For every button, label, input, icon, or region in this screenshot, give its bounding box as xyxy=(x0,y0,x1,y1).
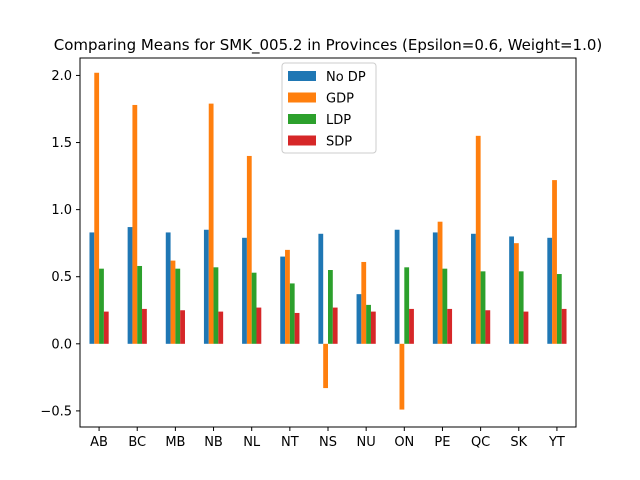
bar-ldp-yt xyxy=(556,274,562,344)
bar-no-dp-nt xyxy=(280,256,286,344)
bar-ldp-pe xyxy=(442,268,448,344)
x-tick-label: PE xyxy=(434,435,450,450)
bar-sdp-bc xyxy=(142,308,147,344)
bar-sdp-mb xyxy=(180,310,185,344)
bar-no-dp-bc xyxy=(127,227,133,344)
legend-swatch xyxy=(288,114,316,124)
bar-sdp-ns xyxy=(332,307,338,344)
bar-ldp-ab xyxy=(99,268,104,344)
bar-gdp-ab xyxy=(94,72,100,344)
bar-gdp-nl xyxy=(246,155,252,344)
bar-gdp-ns xyxy=(323,343,328,389)
x-tick-label: QC xyxy=(471,435,490,450)
legend-label: LDP xyxy=(326,113,351,128)
bar-no-dp-qc xyxy=(471,233,476,344)
bar-no-dp-nb xyxy=(203,229,209,344)
bar-ldp-nl xyxy=(251,272,257,344)
bar-ldp-ns xyxy=(328,270,333,344)
bar-sdp-nt xyxy=(294,312,300,344)
y-tick-label: 0.0 xyxy=(51,337,72,352)
bar-ldp-sk xyxy=(518,271,524,344)
x-tick-label: NL xyxy=(243,435,261,450)
bar-no-dp-yt xyxy=(547,237,553,344)
bar-gdp-nt xyxy=(285,249,290,344)
bar-no-dp-mb xyxy=(165,232,171,344)
legend-swatch xyxy=(288,92,316,103)
y-tick-label: 0.5 xyxy=(51,270,72,285)
y-tick-label: 2.0 xyxy=(51,69,72,84)
x-tick-label: NU xyxy=(357,435,376,450)
bar-sdp-yt xyxy=(561,308,567,344)
plot-bars xyxy=(89,72,567,410)
bar-gdp-on xyxy=(399,343,405,410)
legend-label: GDP xyxy=(326,92,354,107)
bar-sdp-nu xyxy=(370,311,376,344)
bar-sdp-sk xyxy=(523,311,529,344)
x-tick-label: AB xyxy=(90,435,108,450)
bar-gdp-mb xyxy=(170,260,176,344)
bar-no-dp-on xyxy=(394,229,400,344)
y-tick-label: 1.0 xyxy=(51,203,72,218)
x-tick-label: NT xyxy=(281,435,299,450)
x-tick-label: BC xyxy=(128,435,146,450)
bar-sdp-pe xyxy=(447,308,453,344)
bar-no-dp-ab xyxy=(89,232,95,344)
bar-no-dp-pe xyxy=(432,232,438,344)
bar-no-dp-sk xyxy=(509,236,514,344)
bar-sdp-on xyxy=(409,308,414,344)
x-tick-label: ON xyxy=(394,435,414,450)
bar-gdp-yt xyxy=(552,180,557,344)
x-tick-label: MB xyxy=(165,435,185,450)
legend-box xyxy=(281,62,377,154)
legend-label: SDP xyxy=(326,135,352,150)
bar-ldp-on xyxy=(404,267,410,344)
bar-gdp-pe xyxy=(437,221,443,344)
legend-label: No DP xyxy=(326,70,366,85)
bar-ldp-nu xyxy=(366,304,371,344)
x-tick-label: NB xyxy=(204,435,223,450)
bar-sdp-nb xyxy=(218,311,224,344)
bar-gdp-nu xyxy=(361,261,367,344)
bar-gdp-qc xyxy=(475,135,481,344)
bar-ldp-mb xyxy=(175,268,181,344)
legend: No DP GDP LDP SDP xyxy=(281,62,377,154)
bar-sdp-qc xyxy=(485,310,491,344)
bar-sdp-nl xyxy=(256,307,262,344)
bar-gdp-nb xyxy=(208,103,214,344)
bar-ldp-nt xyxy=(289,283,295,344)
legend-swatch xyxy=(288,71,316,81)
y-tick-label: −0.5 xyxy=(40,404,72,419)
bar-ldp-nb xyxy=(213,267,219,344)
bar-no-dp-nu xyxy=(356,294,362,344)
x-tick-label: SK xyxy=(510,435,527,450)
bar-gdp-sk xyxy=(513,243,519,344)
bar-no-dp-nl xyxy=(242,237,247,344)
y-tick-label: 1.5 xyxy=(51,136,72,151)
legend-swatch xyxy=(288,135,316,146)
axes: −0.5 0.0 0.5 1.0 1.5 2.0 AB BC MB NB NL NT NS NU ON PE Q… xyxy=(40,57,577,450)
bar-ldp-qc xyxy=(480,271,486,344)
bar-ldp-bc xyxy=(137,265,143,344)
bar-no-dp-ns xyxy=(318,233,324,344)
bar-gdp-bc xyxy=(132,104,138,344)
x-tick-label: YT xyxy=(548,435,565,450)
x-tick-label: NS xyxy=(319,435,337,450)
bar-sdp-ab xyxy=(103,311,109,344)
chart-title: Comparing Means for SMK_005.2 in Provinc… xyxy=(54,36,603,55)
